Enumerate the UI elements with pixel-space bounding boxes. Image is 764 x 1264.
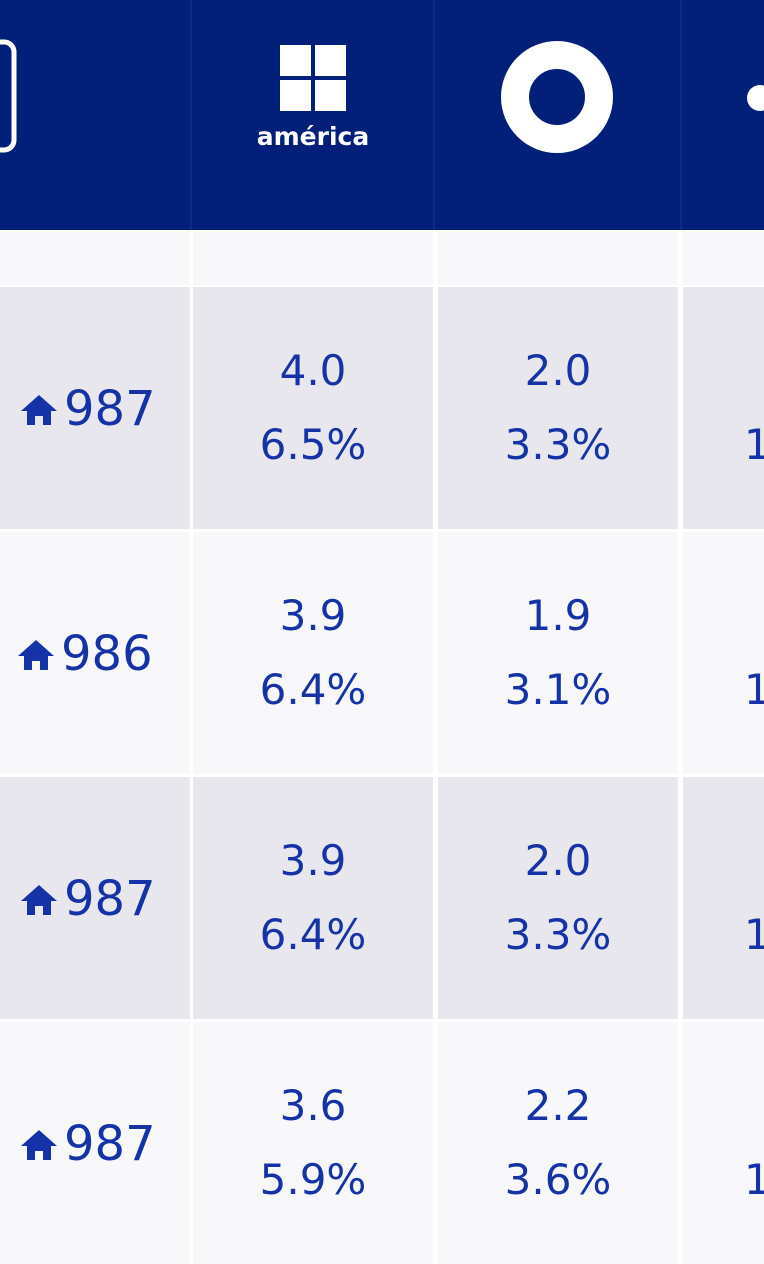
table-header: américa bbox=[0, 0, 764, 230]
page: {"header": {"logo_text": "américa"}, "ro… bbox=[0, 0, 764, 1204]
percent: 6.5% bbox=[259, 420, 367, 469]
spacer-cell bbox=[683, 232, 764, 285]
count: 987 bbox=[64, 381, 156, 437]
america-logo bbox=[280, 45, 346, 111]
value: 3.9 bbox=[279, 591, 347, 640]
table-cell bbox=[193, 287, 433, 529]
table-cell bbox=[193, 1022, 433, 1264]
home-icon bbox=[21, 395, 57, 425]
logo-text: américa bbox=[256, 122, 370, 151]
spacer-cell bbox=[0, 232, 190, 285]
percent: 3.6% bbox=[504, 1155, 612, 1204]
spacer-cell bbox=[438, 232, 678, 285]
table-cell bbox=[193, 777, 433, 1019]
table: 987 4.0 6.5% 2.0 3.3% 1 986 3.9 6.4% 1.9 3.1% 1 987 3… bbox=[0, 232, 764, 1204]
dot-logo bbox=[747, 85, 764, 111]
separator bbox=[680, 0, 682, 230]
home-icon bbox=[21, 885, 57, 915]
percent: 6.4% bbox=[259, 910, 367, 959]
table-cell bbox=[683, 287, 764, 529]
percent: 3.3% bbox=[504, 420, 612, 469]
header-icons bbox=[0, 39, 764, 153]
count: 987 bbox=[64, 871, 156, 927]
home-icon bbox=[21, 1130, 57, 1160]
spacer-cell bbox=[193, 232, 433, 285]
percent: 6.4% bbox=[259, 665, 367, 714]
value: 3.6 bbox=[279, 1081, 347, 1130]
value: 1.9 bbox=[524, 591, 592, 640]
home-icon bbox=[18, 640, 54, 670]
count: 987 bbox=[64, 1116, 156, 1172]
value: 2.0 bbox=[524, 346, 592, 395]
separator bbox=[433, 0, 435, 230]
value: 2.2 bbox=[524, 1081, 592, 1130]
partial-value: 1 bbox=[744, 420, 764, 469]
table-cell bbox=[683, 777, 764, 1019]
partial-value: 1 bbox=[744, 1155, 764, 1204]
partial-value: 1 bbox=[744, 910, 764, 959]
value: 4.0 bbox=[279, 346, 347, 395]
table-cell bbox=[438, 777, 678, 1019]
channel-icon bbox=[0, 39, 17, 153]
percent: 5.9% bbox=[259, 1155, 367, 1204]
table-cell bbox=[683, 1022, 764, 1264]
percent: 3.3% bbox=[504, 910, 612, 959]
partial-value: 1 bbox=[744, 665, 764, 714]
value: 2.0 bbox=[524, 836, 592, 885]
separator bbox=[190, 0, 192, 230]
count: 986 bbox=[61, 626, 153, 682]
table-cell bbox=[438, 287, 678, 529]
table-cell bbox=[438, 1022, 678, 1264]
percent: 3.1% bbox=[504, 665, 612, 714]
ring-logo bbox=[501, 41, 613, 153]
value: 3.9 bbox=[279, 836, 347, 885]
table-cell bbox=[683, 532, 764, 774]
table-cell bbox=[438, 532, 678, 774]
table-cell bbox=[193, 532, 433, 774]
